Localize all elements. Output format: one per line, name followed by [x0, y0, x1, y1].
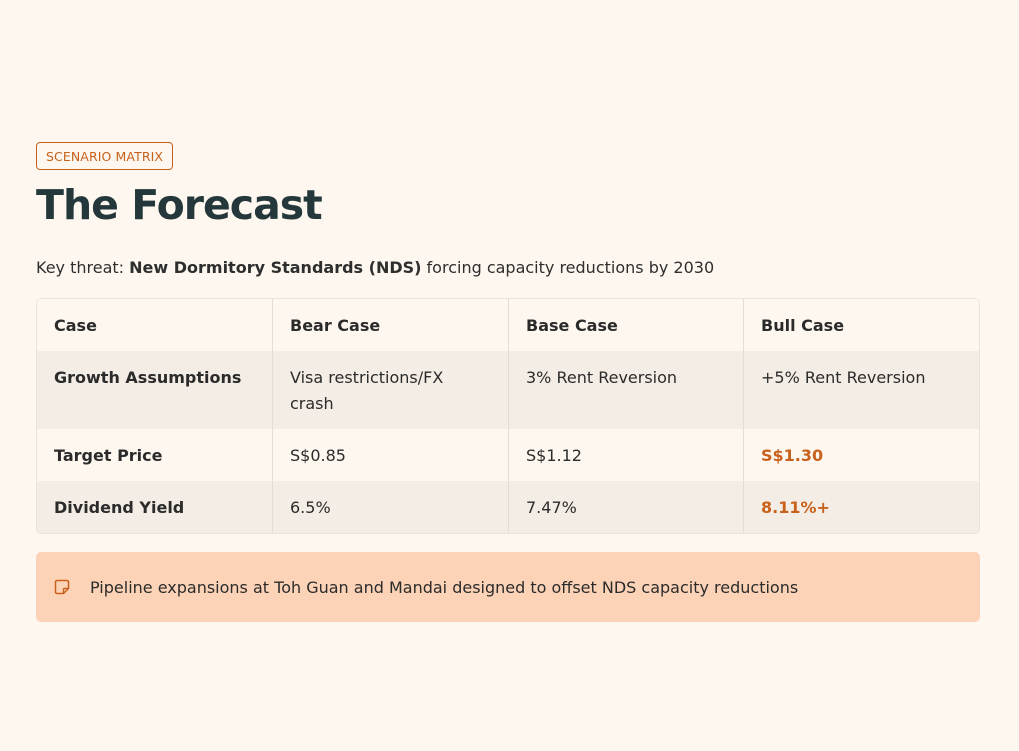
key-threat-highlight: New Dormitory Standards (NDS): [129, 258, 422, 277]
bear-cell: S$0.85: [273, 429, 509, 481]
key-threat-prefix: Key threat:: [36, 258, 125, 277]
bear-cell: Visa restrictions/FX crash: [273, 351, 509, 429]
column-header-bull: Bull Case: [744, 299, 979, 351]
bull-cell: 8.11%+: [744, 481, 979, 533]
key-threat-line: Key threat: New Dormitory Standards (NDS…: [36, 258, 980, 278]
pipeline-note: Pipeline expansions at Toh Guan and Mand…: [36, 552, 980, 622]
bull-cell: S$1.30: [744, 429, 979, 481]
base-cell: 3% Rent Reversion: [509, 351, 744, 429]
page-title: The Forecast: [36, 181, 323, 229]
table-row: Growth Assumptions Visa restrictions/FX …: [37, 351, 979, 429]
scenario-matrix-tag: SCENARIO MATRIX: [36, 142, 174, 170]
column-header-base: Base Case: [509, 299, 744, 351]
note-text: Pipeline expansions at Toh Guan and Mand…: [90, 577, 799, 597]
bull-cell: +5% Rent Reversion: [744, 351, 979, 429]
key-threat-suffix: forcing capacity reductions by 2030: [426, 258, 715, 277]
row-label: Growth Assumptions: [37, 351, 273, 429]
note-icon: [54, 579, 70, 595]
row-label: Target Price: [37, 429, 273, 481]
column-header-case: Case: [37, 299, 273, 351]
table-header-row: Case Bear Case Base Case Bull Case: [37, 299, 979, 351]
bear-cell: 6.5%: [273, 481, 509, 533]
row-label: Dividend Yield: [37, 481, 273, 533]
table-row: Dividend Yield 6.5% 7.47% 8.11%+: [37, 481, 979, 533]
column-header-bear: Bear Case: [273, 299, 509, 351]
scenario-table: Case Bear Case Base Case Bull Case Growt…: [36, 298, 980, 534]
base-cell: S$1.12: [509, 429, 744, 481]
forecast-section: SCENARIO MATRIX The Forecast Key threat:…: [36, 142, 980, 622]
table-row: Target Price S$0.85 S$1.12 S$1.30: [37, 429, 979, 481]
base-cell: 7.47%: [509, 481, 744, 533]
